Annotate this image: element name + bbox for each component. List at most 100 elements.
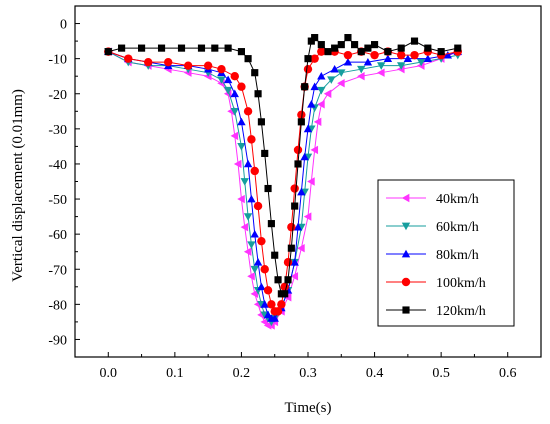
data-point [244, 55, 252, 63]
data-point [233, 159, 242, 169]
data-point [230, 89, 239, 98]
data-point [217, 64, 226, 74]
data-point [317, 100, 325, 109]
data-point [250, 289, 259, 299]
data-point [294, 160, 302, 168]
data-point [274, 276, 282, 284]
data-point [138, 44, 146, 52]
data-point [243, 159, 253, 168]
data-point [250, 166, 259, 176]
y-tick-label: -10 [48, 53, 67, 68]
data-point [383, 54, 393, 63]
data-point [267, 220, 275, 228]
data-point [253, 258, 263, 266]
data-point [297, 110, 306, 120]
data-point [211, 44, 219, 52]
data-point [297, 187, 306, 196]
data-point [237, 48, 245, 56]
data-point [264, 184, 272, 193]
data-point [454, 44, 462, 52]
data-point [337, 69, 346, 77]
x-tick-label: 0.3 [299, 366, 317, 381]
y-tick-label: -30 [48, 123, 67, 138]
data-point [371, 41, 379, 49]
data-point [291, 202, 299, 210]
data-point [290, 272, 299, 281]
y-axis-ticks: 0 -10 -20 -30 -40 -50 -60 -70 -80 -90 [48, 5, 80, 348]
y-tick-label: -40 [48, 158, 67, 173]
data-point [230, 107, 239, 116]
legend-box [377, 179, 515, 327]
legend-marker [401, 249, 411, 258]
legend-item: 80km/h [386, 248, 479, 263]
data-point [243, 213, 253, 221]
data-point [330, 64, 339, 73]
data-point [164, 57, 173, 67]
legend-marker [401, 277, 411, 287]
y-tick-label: -90 [48, 333, 67, 348]
data-point [281, 290, 289, 298]
data-point [327, 76, 336, 84]
y-tick-label: -50 [48, 193, 67, 208]
data-point [250, 265, 259, 274]
y-tick-label: -70 [48, 263, 67, 278]
data-point [357, 72, 365, 81]
data-point [437, 48, 445, 56]
legend-item: 60km/h [386, 220, 479, 235]
data-point [203, 61, 213, 70]
data-point [260, 317, 269, 327]
data-point [277, 300, 286, 309]
legend-label: 100km/h [436, 276, 486, 291]
x-axis-title: Time(s) [285, 400, 332, 416]
data-point [297, 243, 305, 253]
legend-marker [401, 193, 410, 203]
y-axis-title: Vertical displacement (0.01mm) [10, 89, 26, 282]
legend-label: 80km/h [436, 248, 479, 263]
data-point [223, 75, 233, 84]
data-point [307, 177, 315, 186]
data-point [357, 48, 365, 56]
data-point [403, 54, 413, 63]
data-point [301, 83, 309, 91]
data-point [284, 276, 292, 284]
data-point [344, 34, 352, 42]
data-point [443, 50, 452, 59]
legend-item: 40km/h [386, 192, 479, 207]
data-point [250, 229, 259, 238]
data-point [287, 222, 296, 232]
data-point [303, 124, 313, 133]
legend-marker [401, 222, 411, 231]
series-100km/h [104, 47, 462, 316]
x-tick-label: 0.1 [166, 366, 184, 381]
data-point [397, 50, 406, 60]
data-point [304, 55, 312, 63]
data-point [197, 44, 206, 52]
y-tick-label: -20 [48, 88, 67, 103]
data-point [377, 68, 385, 77]
data-point [261, 149, 269, 157]
data-point [303, 64, 313, 74]
data-point [317, 47, 326, 56]
x-tick-label: 0.6 [499, 366, 517, 381]
data-point [183, 61, 193, 70]
data-point [260, 300, 269, 308]
data-point [307, 100, 316, 108]
legend-label: 120km/h [436, 304, 486, 319]
data-point [177, 44, 186, 52]
y-tick-label: 0 [60, 18, 67, 33]
data-point [317, 41, 325, 49]
data-point [300, 152, 309, 161]
data-point [351, 41, 359, 49]
data-point [263, 286, 273, 295]
x-tick-label: 0.0 [100, 366, 118, 381]
data-point [260, 265, 269, 274]
data-point [370, 50, 379, 60]
data-point [313, 117, 322, 127]
data-point [273, 307, 283, 316]
data-point [357, 65, 366, 74]
data-point [293, 145, 303, 155]
data-point [324, 48, 332, 56]
data-point [331, 44, 339, 52]
data-point [397, 44, 405, 52]
